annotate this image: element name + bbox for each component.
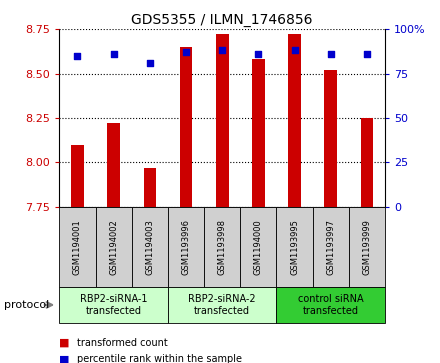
- Text: control siRNA
transfected: control siRNA transfected: [298, 294, 363, 316]
- Text: ■: ■: [59, 354, 70, 363]
- Text: RBP2-siRNA-2
transfected: RBP2-siRNA-2 transfected: [188, 294, 256, 316]
- Point: [219, 48, 226, 53]
- Bar: [276, 207, 313, 287]
- Bar: [349, 207, 385, 287]
- Text: GSM1193997: GSM1193997: [326, 219, 335, 275]
- Text: GSM1194000: GSM1194000: [254, 219, 263, 275]
- Bar: [313, 207, 349, 287]
- Text: GSM1194003: GSM1194003: [145, 219, 154, 275]
- Bar: [71, 145, 84, 207]
- Bar: [95, 207, 132, 287]
- Text: ■: ■: [59, 338, 70, 348]
- Bar: [180, 47, 192, 207]
- Point: [147, 60, 154, 66]
- Bar: [276, 287, 385, 323]
- Bar: [59, 207, 95, 287]
- Bar: [361, 118, 373, 207]
- Point: [74, 53, 81, 58]
- Bar: [132, 207, 168, 287]
- Title: GDS5355 / ILMN_1746856: GDS5355 / ILMN_1746856: [132, 13, 313, 26]
- Text: protocol: protocol: [4, 300, 50, 310]
- Text: percentile rank within the sample: percentile rank within the sample: [77, 354, 242, 363]
- Text: GSM1193999: GSM1193999: [363, 219, 371, 275]
- Point: [183, 49, 190, 55]
- Text: RBP2-siRNA-1
transfected: RBP2-siRNA-1 transfected: [80, 294, 147, 316]
- Point: [110, 51, 117, 57]
- Bar: [324, 70, 337, 207]
- Bar: [143, 168, 156, 207]
- Text: GSM1193995: GSM1193995: [290, 219, 299, 275]
- Bar: [59, 287, 168, 323]
- Text: GSM1194002: GSM1194002: [109, 219, 118, 275]
- Text: transformed count: transformed count: [77, 338, 168, 348]
- Bar: [288, 34, 301, 207]
- Text: GSM1193998: GSM1193998: [218, 219, 227, 275]
- Bar: [216, 34, 228, 207]
- Bar: [204, 207, 240, 287]
- Bar: [240, 207, 276, 287]
- Bar: [252, 59, 265, 207]
- Bar: [168, 287, 276, 323]
- Point: [255, 51, 262, 57]
- Text: GSM1193996: GSM1193996: [182, 219, 191, 275]
- Point: [327, 51, 334, 57]
- Bar: [107, 123, 120, 207]
- Bar: [168, 207, 204, 287]
- Point: [291, 48, 298, 53]
- Text: GSM1194001: GSM1194001: [73, 219, 82, 275]
- Point: [363, 51, 370, 57]
